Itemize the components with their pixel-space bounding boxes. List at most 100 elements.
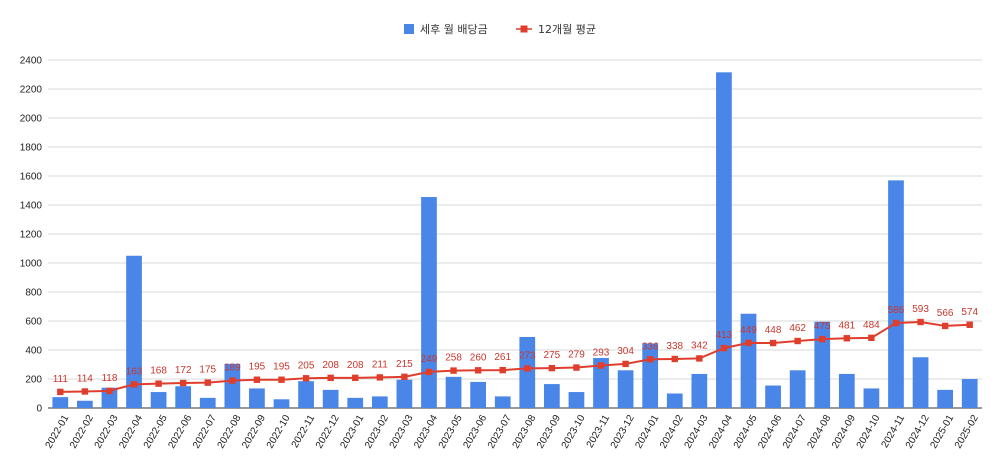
- line-point: [868, 334, 875, 342]
- average-line: [60, 321, 970, 393]
- line-point: [941, 322, 949, 330]
- data-label: 449: [740, 325, 757, 336]
- legend-swatch-bars: [404, 24, 414, 34]
- line-point: [179, 379, 187, 387]
- bar-series: [52, 72, 978, 408]
- line-point: [302, 375, 310, 382]
- bar: [617, 370, 634, 408]
- data-label: 163: [126, 366, 143, 377]
- line-point: [892, 319, 900, 327]
- line-point: [327, 374, 334, 382]
- bar: [445, 376, 462, 408]
- line-point: [253, 376, 261, 383]
- line-point: [769, 339, 777, 347]
- bar: [789, 370, 806, 408]
- data-label: 189: [224, 363, 241, 374]
- y-tick-label: 600: [25, 317, 42, 328]
- line-point: [278, 376, 285, 383]
- data-label: 304: [617, 346, 634, 357]
- line-point: [917, 318, 924, 326]
- bar: [396, 379, 413, 408]
- line-point: [229, 377, 236, 384]
- line-point: [966, 321, 973, 328]
- data-label: 574: [961, 307, 978, 318]
- bar: [863, 388, 880, 408]
- line-point: [401, 373, 408, 381]
- y-tick-label: 400: [25, 346, 42, 357]
- data-label: 195: [249, 362, 266, 373]
- line-point: [622, 360, 629, 368]
- line-point: [155, 380, 162, 387]
- data-label: 342: [691, 340, 708, 351]
- bar: [101, 387, 118, 408]
- bar: [224, 363, 241, 408]
- bar: [249, 388, 265, 408]
- data-label: 279: [568, 350, 585, 361]
- bar: [961, 379, 978, 408]
- data-label: 111: [53, 374, 69, 385]
- line-point: [130, 381, 138, 388]
- line-point: [597, 362, 605, 369]
- y-tick-label: 200: [25, 375, 42, 386]
- bar: [199, 397, 216, 408]
- bar: [77, 400, 93, 408]
- y-axis-ticks: 0 200 400 600 800 1000 1200 1400 1600 1800 2000 220…: [20, 56, 43, 415]
- line-point: [499, 366, 506, 374]
- line-point: [57, 388, 64, 396]
- bar: [371, 396, 388, 408]
- line-point: [425, 368, 433, 376]
- line-point: [450, 367, 457, 374]
- data-label: 261: [494, 352, 511, 363]
- y-tick-label: 2000: [20, 114, 43, 125]
- line-point: [646, 356, 654, 363]
- line-point: [352, 374, 359, 382]
- y-tick-label: 2200: [20, 85, 43, 96]
- bar: [838, 373, 855, 408]
- legend-label-line: 12개월 평균: [538, 23, 596, 36]
- data-label: 275: [544, 350, 561, 361]
- line-series: [57, 318, 973, 396]
- x-tick-label: 2025-02: [953, 413, 981, 451]
- line-point: [696, 355, 703, 362]
- bar: [937, 389, 953, 408]
- bar: [912, 357, 929, 408]
- data-label: 413: [716, 330, 733, 341]
- data-label: 260: [470, 352, 487, 363]
- line-point: [573, 364, 580, 371]
- bar: [494, 396, 511, 408]
- data-label: 448: [765, 325, 782, 336]
- line-point: [671, 355, 678, 363]
- line-point: [548, 364, 556, 372]
- line-point: [819, 335, 826, 343]
- data-label: 593: [912, 304, 929, 315]
- data-label: 195: [273, 362, 290, 373]
- y-tick-label: 1200: [20, 230, 43, 241]
- data-label: 566: [937, 308, 954, 319]
- data-label: 475: [814, 321, 831, 332]
- data-label: 175: [199, 365, 216, 376]
- bar: [765, 385, 781, 408]
- y-tick-label: 0: [36, 404, 42, 415]
- bar: [740, 313, 757, 408]
- legend-label-bars: 세후 월 배당금: [420, 23, 488, 36]
- line-point: [376, 374, 384, 381]
- bar: [470, 381, 486, 408]
- data-label: 462: [789, 323, 806, 334]
- data-label: 481: [838, 320, 855, 331]
- bar: [666, 393, 683, 408]
- bar: [691, 373, 708, 408]
- bar: [126, 255, 142, 408]
- data-label: 168: [150, 366, 167, 377]
- y-tick-label: 1600: [20, 172, 43, 183]
- bar: [814, 321, 831, 408]
- bar: [52, 397, 69, 408]
- data-label: 205: [298, 360, 315, 371]
- bar: [347, 397, 364, 408]
- y-tick-label: 1400: [20, 201, 43, 212]
- line-point: [745, 339, 752, 347]
- x-axis-ticks: 2022-012022-022022-032022-042022-052022-…: [44, 413, 982, 451]
- data-label: 172: [175, 365, 192, 376]
- bar: [273, 399, 290, 408]
